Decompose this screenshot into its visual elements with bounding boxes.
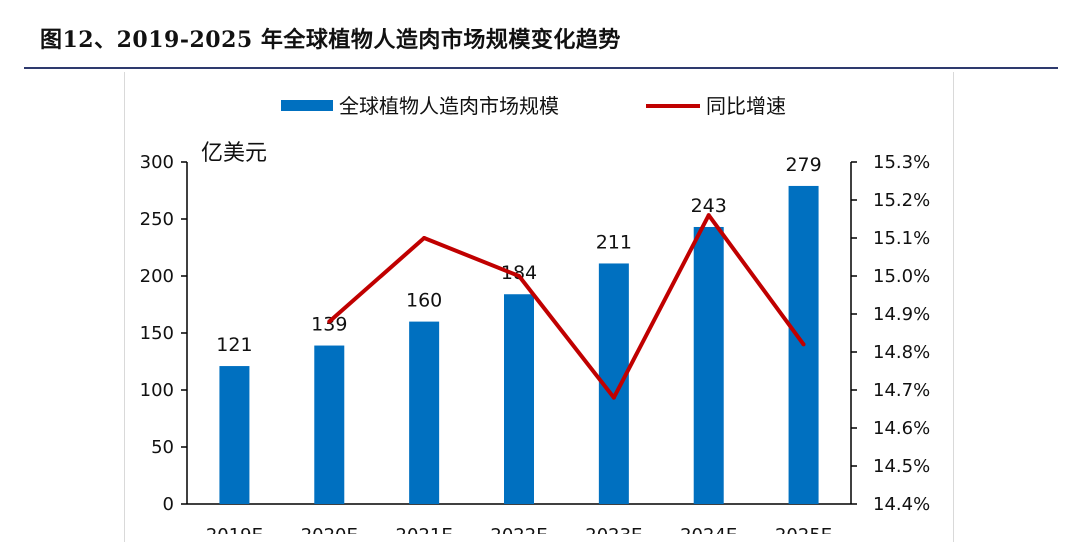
- left-axis-tick-label: 0: [163, 494, 174, 515]
- legend-bar-swatch: [281, 100, 333, 111]
- growth-line-point: [517, 274, 521, 278]
- x-axis: 2019E 2020E 2021E 2022E 2023E 2024E 2025E: [187, 503, 851, 534]
- bar-data-label: 211: [596, 231, 632, 253]
- right-axis-tick-label: 14.5%: [873, 456, 930, 477]
- x-axis-tick-label: 2024E: [680, 525, 737, 534]
- legend: 全球植物人造肉市场规模 同比增速: [281, 94, 786, 118]
- growth-line: [327, 213, 806, 400]
- left-axis-tick-label: 200: [140, 266, 174, 287]
- figure-title: 图12、2019-2025 年全球植物人造肉市场规模变化趋势: [40, 27, 621, 53]
- bar-data-labels: 121 139 160 184 211 243 279: [216, 154, 821, 356]
- bar-data-label: 279: [785, 154, 821, 176]
- x-axis-tick-label: 2022E: [490, 525, 547, 534]
- x-axis-tick-label: 2019E: [206, 525, 263, 534]
- right-axis-tick-label: 14.7%: [873, 380, 930, 401]
- growth-line-point: [327, 319, 332, 324]
- bar: [314, 345, 345, 504]
- bar-data-label: 139: [311, 314, 347, 336]
- bar: [219, 366, 250, 504]
- left-axis: 0 50 100 150 200 250 300: [140, 152, 188, 515]
- x-axis-tick-label: 2025E: [775, 525, 832, 534]
- left-axis-tick-label: 100: [140, 380, 174, 401]
- chart-frame: [124, 72, 954, 542]
- bar-data-label: 243: [691, 195, 727, 217]
- right-axis-tick-label: 15.1%: [873, 228, 930, 249]
- right-axis-tick-label: 14.9%: [873, 304, 930, 325]
- legend-line-label: 同比增速: [706, 94, 786, 118]
- x-axis-tick-label: 2021E: [396, 525, 453, 534]
- growth-line-point: [611, 395, 616, 400]
- bar-series: [219, 185, 819, 505]
- right-axis-tick-label: 15.3%: [873, 152, 930, 173]
- right-axis: 14.4% 14.5% 14.6% 14.7% 14.8% 14.9% 15.0% 15.1%…: [850, 152, 930, 515]
- title-divider: [24, 67, 1058, 69]
- left-axis-tick-label: 150: [140, 323, 174, 344]
- right-axis-tick-label: 14.4%: [873, 494, 930, 515]
- bar: [504, 294, 534, 504]
- legend-bar-label: 全球植物人造肉市场规模: [339, 94, 559, 118]
- growth-line-series: [327, 213, 806, 400]
- bar: [409, 321, 440, 504]
- bar-data-label: 160: [406, 290, 442, 312]
- right-axis-tick-label: 15.2%: [873, 190, 930, 211]
- x-axis-tick-label: 2020E: [301, 525, 358, 534]
- x-axis-tick-label: 2023E: [585, 525, 642, 534]
- left-axis-tick-label: 50: [151, 437, 174, 458]
- bar-data-label: 121: [216, 334, 252, 356]
- growth-line-point: [706, 213, 711, 218]
- bar-data-label: 184: [501, 262, 537, 284]
- right-axis-tick-label: 14.6%: [873, 418, 930, 439]
- right-axis-tick-label: 14.8%: [873, 342, 930, 363]
- left-axis-tick-label: 250: [140, 209, 174, 230]
- left-axis-unit-label: 亿美元: [201, 141, 267, 166]
- growth-line-point: [422, 236, 427, 240]
- left-axis-tick-label: 300: [140, 152, 174, 173]
- bar: [693, 226, 724, 505]
- right-axis-tick-label: 15.0%: [873, 266, 930, 287]
- growth-line-point: [801, 342, 806, 347]
